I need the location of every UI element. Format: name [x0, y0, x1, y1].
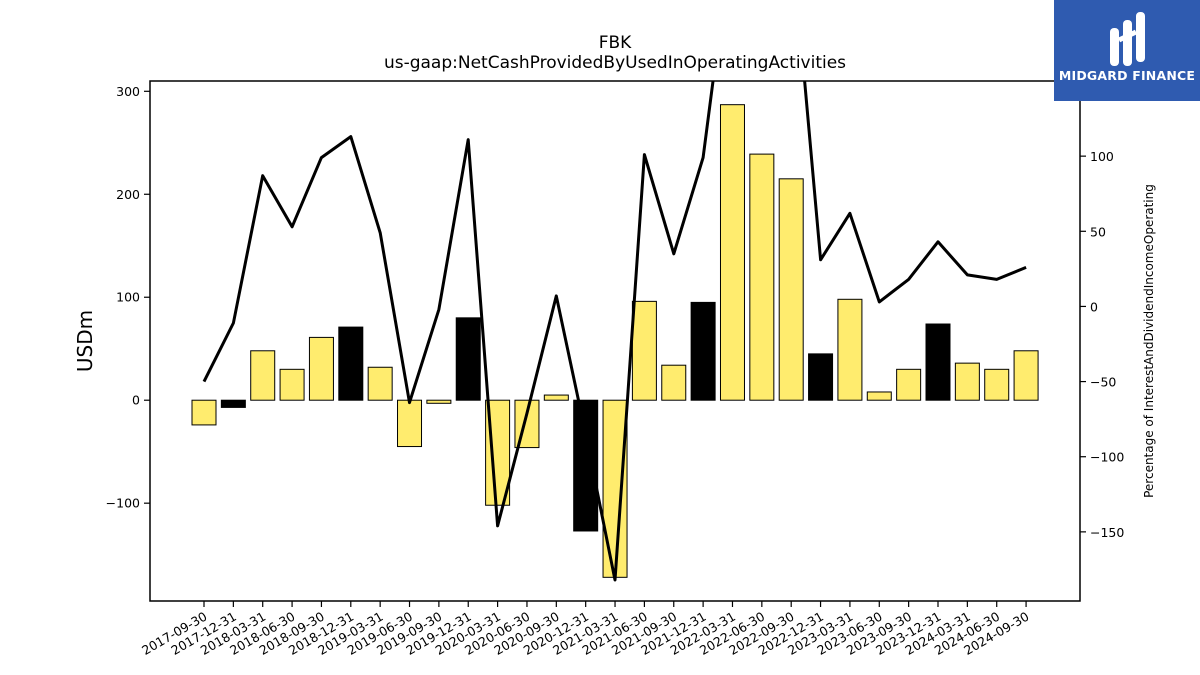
right-y-axis: −150 −100 −50 0 50 100	[1080, 149, 1124, 540]
y-tick-label: −100	[106, 496, 140, 511]
y-tick-label: 300	[116, 84, 140, 99]
y-tick-label: 200	[116, 187, 140, 202]
bar-2018-06-30	[279, 368, 305, 401]
bar-2022-09-30	[778, 178, 804, 401]
bar-2022-03-31	[719, 104, 745, 401]
bar-2018-12-31	[338, 326, 364, 401]
y-tick-label: 100	[116, 290, 140, 305]
bar-2017-12-31	[220, 399, 246, 408]
logo-text: MIDGARD FINANCE	[1058, 68, 1196, 83]
left-y-axis: −100 0 100 200 300	[106, 84, 150, 511]
x-axis: 2017-09-302017-12-312018-03-312018-06-30…	[139, 601, 1032, 658]
bar-2024-09-30	[1013, 350, 1039, 401]
bar-2023-09-30	[896, 368, 922, 401]
bar-2020-09-30	[543, 394, 569, 401]
chart-subtitle: us-gaap:NetCashProvidedByUsedInOperating…	[384, 53, 846, 73]
y2-tick-label: −100	[1090, 450, 1124, 465]
bar-2021-12-31	[690, 301, 716, 401]
bar-2021-06-30	[631, 300, 657, 401]
bar-2023-03-31	[837, 298, 863, 401]
bar-2023-06-30	[866, 391, 892, 401]
y2-axis-label: Percentage of InterestAndDividendIncomeO…	[1142, 184, 1156, 498]
line-series	[202, 81, 1027, 582]
y-axis-label: USDm	[73, 310, 97, 372]
bar-2024-06-30	[984, 368, 1010, 401]
bar-2021-09-30	[661, 364, 687, 401]
bar-2023-12-31	[925, 323, 951, 401]
y2-tick-label: −150	[1090, 525, 1124, 540]
line-path	[202, 81, 1027, 582]
midgard-finance-logo: MIDGARD FINANCE	[1054, 0, 1200, 101]
bar-2017-09-30	[191, 399, 217, 426]
bar-2018-09-30	[308, 336, 334, 401]
y2-tick-label: 100	[1090, 149, 1114, 164]
bar-2019-12-31	[455, 317, 481, 401]
y2-tick-label: −50	[1090, 375, 1116, 390]
bar-2021-03-31	[602, 399, 628, 578]
midgard-logo-icon	[1110, 12, 1145, 66]
y-tick-label: 0	[132, 393, 140, 408]
bar-2019-09-30	[426, 399, 452, 404]
bar-2024-03-31	[954, 362, 980, 401]
y2-tick-label: 0	[1090, 299, 1098, 314]
y2-tick-label: 50	[1090, 224, 1106, 239]
bar-2020-12-31	[573, 399, 599, 532]
chart-title: FBK	[599, 33, 632, 53]
bar-2022-06-30	[749, 153, 775, 401]
bar-2019-03-31	[367, 366, 393, 401]
bar-2019-06-30	[397, 399, 423, 448]
bar-series	[191, 104, 1039, 578]
bar-2022-12-31	[808, 353, 834, 401]
bar-2018-03-31	[250, 350, 276, 401]
